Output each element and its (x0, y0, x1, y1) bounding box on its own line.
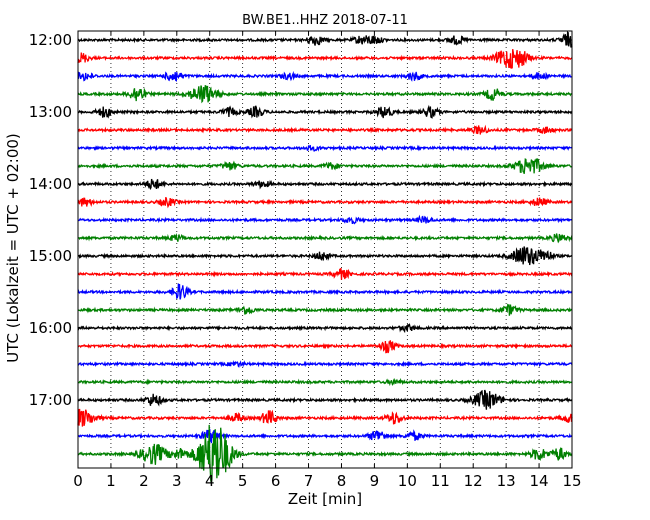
x-tick-label: 15 (562, 472, 581, 490)
x-tick-label: 1 (106, 472, 116, 490)
seismic-trace (77, 214, 573, 225)
seismic-trace (77, 158, 573, 174)
seismic-trace (77, 303, 573, 316)
seismic-trace (77, 31, 573, 48)
x-tick-label: 9 (370, 472, 380, 490)
seismic-trace (77, 340, 573, 354)
y-tick-label: 12:00 (29, 31, 72, 49)
y-tick-label: 17:00 (29, 391, 72, 409)
seismic-trace (77, 232, 573, 244)
x-tick-label: 7 (304, 472, 314, 490)
seismic-trace (77, 104, 573, 119)
seismic-trace (77, 267, 573, 280)
seismic-trace (77, 360, 573, 368)
traces (77, 31, 573, 484)
y-axis: 12:00 13:00 14:00 15:00 16:00 17:00 (29, 31, 572, 409)
seismic-trace (77, 124, 573, 135)
seismic-trace (77, 323, 573, 334)
seismic-trace (77, 48, 573, 69)
x-tick-label: 3 (172, 472, 182, 490)
x-tick-label: 5 (238, 472, 248, 490)
grid (110, 31, 540, 468)
y-tick-label: 15:00 (29, 247, 72, 265)
x-tick-label: 8 (337, 472, 347, 490)
x-tick-label: 14 (530, 472, 549, 490)
x-tick-label: 0 (73, 472, 83, 490)
seismic-trace (77, 246, 573, 266)
seismic-trace (77, 70, 573, 82)
seismic-trace (77, 196, 573, 209)
seismic-trace (77, 377, 573, 387)
x-axis: 0 1 2 3 4 5 6 7 8 9 10 11 12 13 14 15 (73, 31, 582, 490)
x-axis-label: Zeit [min] (288, 490, 362, 508)
x-tick-label: 10 (398, 472, 417, 490)
chart-title: BW.BE1..HHZ 2018-07-11 (242, 13, 408, 28)
y-axis-label: UTC (Lokalzeit = UTC + 02:00) (4, 133, 22, 363)
x-tick-label: 6 (271, 472, 281, 490)
seismic-trace (77, 389, 573, 410)
y-tick-label: 14:00 (29, 175, 72, 193)
x-tick-label: 11 (431, 472, 450, 490)
plot-frame (77, 30, 573, 469)
x-tick-label: 13 (497, 472, 516, 490)
seismic-trace (77, 424, 573, 484)
seismic-trace (77, 283, 573, 300)
x-tick-label: 2 (139, 472, 149, 490)
y-tick-label: 13:00 (29, 103, 72, 121)
seismic-trace (77, 408, 573, 427)
y-tick-label: 16:00 (29, 319, 72, 337)
seismic-trace (77, 144, 573, 152)
seismic-trace (77, 178, 573, 191)
x-tick-label: 4 (205, 472, 215, 490)
seismic-trace (77, 428, 573, 444)
seismic-trace (77, 84, 573, 104)
x-tick-label: 12 (464, 472, 483, 490)
